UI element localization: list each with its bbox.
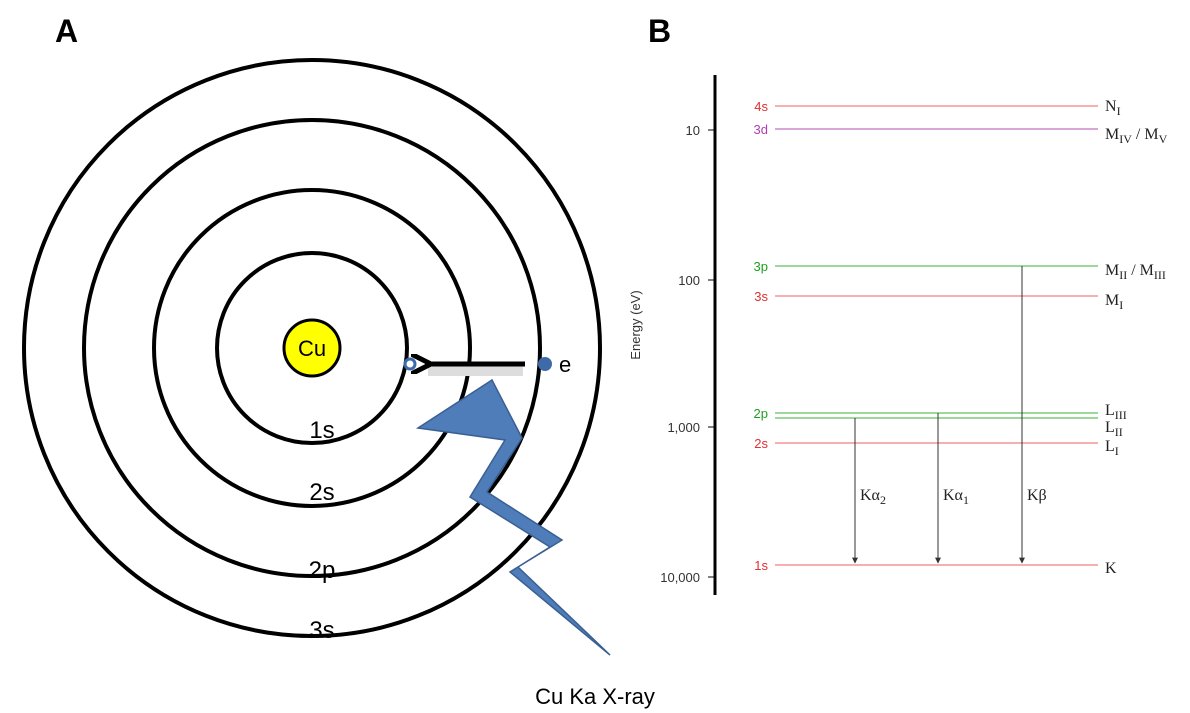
panel-label: B [648,13,671,49]
tick-label: 10 [686,123,700,138]
figure: A B Cu e Cu Ka X-ray Energy (eV) 1s 2s 2p 3… [0,0,1190,713]
shell-name: MI [1105,292,1123,312]
shell-name: LI [1105,438,1119,458]
subscript: 2 [880,493,886,507]
text-part: L [1105,402,1115,419]
subscript: 1 [963,493,969,507]
orbital-label: 2p [754,406,768,421]
shell-name: MIV / MV [1105,126,1168,146]
hole [405,359,415,369]
text-part: / M [1127,262,1154,279]
shell-label: 2p [309,557,336,584]
subscript: III [1115,408,1127,422]
arrow-shadow [428,366,523,376]
transition-label: Kα1 [943,487,969,507]
electron [538,357,552,371]
subscript: II [1119,268,1127,282]
orbital-label: 4s [754,99,768,114]
x-ray-bolt [418,380,610,655]
transition-label: Kα2 [860,487,886,507]
shell-name: K [1105,560,1117,577]
tick-label: 100 [678,273,700,288]
subscript: I [1115,444,1119,458]
shell-label: 3s [309,617,334,644]
text-part: Kα [943,487,964,504]
shell-label: 1s [309,417,334,444]
text-part: K [1105,560,1117,577]
subscript: V [1159,132,1168,146]
subscript: I [1119,298,1123,312]
text-part: Kα [860,487,881,504]
orbital-label: 3s [754,289,768,304]
shell-name: NI [1105,98,1121,118]
text-part: L [1105,419,1115,436]
electron-label: e [559,352,571,377]
transition-label: Kβ [1027,487,1047,504]
text-part: L [1105,438,1115,455]
subscript: III [1154,268,1166,282]
text-part: M [1105,292,1119,309]
nucleus-label: Cu [298,336,326,361]
text-part: M [1105,126,1119,143]
orbital-label: 3p [754,259,768,274]
orbital-label: 3d [754,122,768,137]
panel-label: A [55,13,78,49]
text-part: Kβ [1027,487,1047,504]
axis-title: Energy (eV) [628,290,643,359]
tick-label: 10,000 [660,570,700,585]
text-part: M [1105,262,1119,279]
shell-name: MII / MIII [1105,262,1166,282]
subscript: IV [1119,132,1132,146]
subscript: I [1117,104,1121,118]
tick-label: 1,000 [667,420,700,435]
subscript: II [1115,425,1123,439]
orbital-label: 1s [754,558,768,573]
text-part: / M [1132,126,1159,143]
shell-name: LII [1105,419,1123,439]
caption: Cu Ka X-ray [535,684,655,709]
shell-label: 2s [309,479,334,506]
text-part: N [1105,98,1117,115]
orbital-label: 2s [754,436,768,451]
